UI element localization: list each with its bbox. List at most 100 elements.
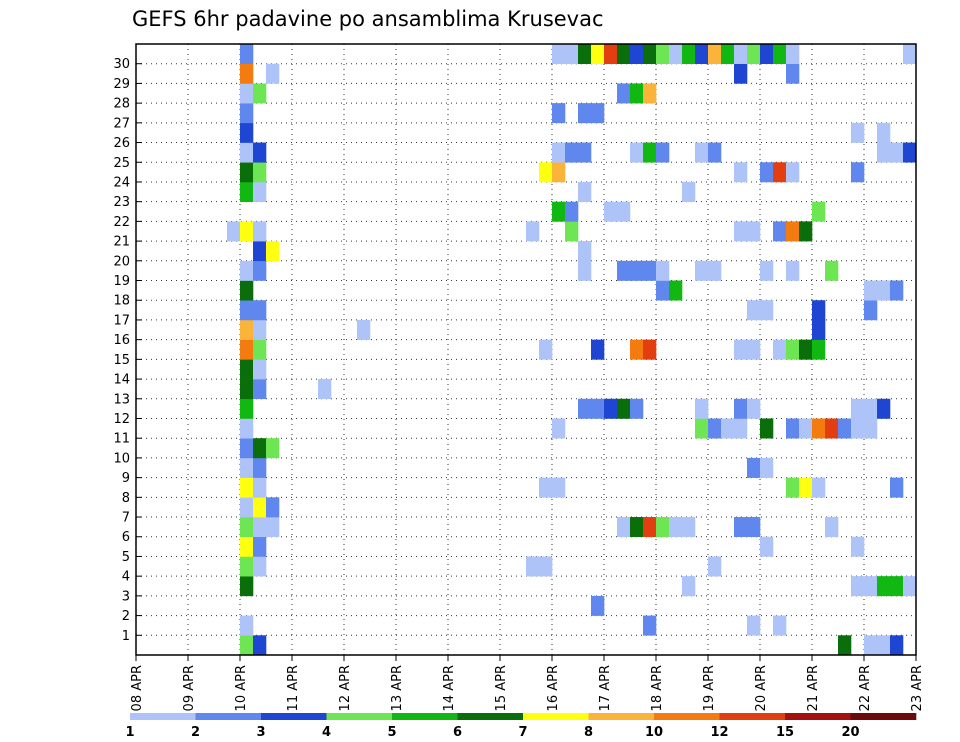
heatmap-cell <box>864 576 878 597</box>
legend-label: 8 <box>584 725 593 740</box>
heatmap-cell <box>890 635 904 656</box>
heatmap-cell <box>240 477 254 498</box>
heatmap-cell <box>240 615 254 636</box>
heatmap-cell <box>565 44 579 65</box>
heatmap-cell <box>747 398 761 419</box>
heatmap-cell <box>240 576 254 597</box>
legend-swatch <box>654 713 720 720</box>
heatmap-cell <box>643 260 657 281</box>
heatmap-cell <box>240 181 254 202</box>
heatmap-cell <box>656 44 670 65</box>
heatmap-cell <box>656 280 670 301</box>
x-tick-label: 18 APR <box>650 665 665 711</box>
heatmap-cell <box>240 260 254 281</box>
heatmap-cell <box>240 44 254 65</box>
heatmap-cell <box>253 339 267 360</box>
heatmap-cell <box>630 398 644 419</box>
y-tick-label: 21 <box>113 235 130 250</box>
x-tick-label: 13 APR <box>390 665 405 711</box>
heatmap-cell <box>656 142 670 163</box>
heatmap-cell <box>708 44 722 65</box>
heatmap-cell <box>747 339 761 360</box>
heatmap-cell <box>617 398 631 419</box>
y-tick-label: 14 <box>113 373 130 388</box>
heatmap-cell <box>591 398 605 419</box>
heatmap-cell <box>747 44 761 65</box>
heatmap-cell <box>669 44 683 65</box>
x-tick-label: 12 APR <box>338 665 353 711</box>
heatmap-cell <box>760 300 774 321</box>
heatmap-cell <box>877 122 891 143</box>
heatmap-cell <box>253 162 267 183</box>
heatmap-cell <box>240 280 254 301</box>
heatmap-cell <box>565 201 579 222</box>
y-tick-label: 13 <box>113 392 130 407</box>
heatmap-cell <box>578 260 592 281</box>
legend-label: 15 <box>776 725 794 740</box>
heatmap-cell <box>253 635 267 656</box>
heatmap-cell <box>240 162 254 183</box>
heatmap-cell <box>552 418 566 439</box>
heatmap-cell <box>539 339 553 360</box>
heatmap-cell <box>812 300 826 321</box>
heatmap-cell <box>838 635 852 656</box>
heatmap-cell <box>578 103 592 124</box>
heatmap-cell <box>240 517 254 538</box>
heatmap-cell <box>760 418 774 439</box>
heatmap-cell <box>786 63 800 84</box>
x-tick-label: 10 APR <box>234 665 249 711</box>
legend-label: 2 <box>191 725 200 740</box>
heatmap-cell <box>877 142 891 163</box>
y-tick-label: 7 <box>122 511 130 526</box>
heatmap-cell <box>747 300 761 321</box>
heatmap-cell <box>812 201 826 222</box>
plot-frame <box>135 43 917 656</box>
heatmap-cell <box>253 300 267 321</box>
y-tick-label: 11 <box>113 432 130 447</box>
heatmap-cell <box>773 44 787 65</box>
heatmap-cell <box>799 418 813 439</box>
heatmap-cell <box>240 635 254 656</box>
heatmap-cell <box>253 457 267 478</box>
y-tick-label: 30 <box>113 57 130 72</box>
heatmap-cell <box>695 398 709 419</box>
y-tick-label: 18 <box>113 294 130 309</box>
heatmap-cell <box>526 221 540 242</box>
heatmap-cell <box>591 44 605 65</box>
y-tick-label: 27 <box>113 116 130 131</box>
x-tick-label: 11 APR <box>286 665 301 711</box>
legend-label: 12 <box>710 725 728 740</box>
heatmap-cell <box>240 379 254 400</box>
legend-swatch <box>523 713 589 720</box>
heatmap-cell <box>838 418 852 439</box>
legend-swatch <box>457 713 524 720</box>
legend-label: 3 <box>256 725 265 740</box>
heatmap-cell <box>864 635 878 656</box>
heatmap-cell <box>734 517 748 538</box>
heatmap-cell <box>851 398 865 419</box>
heatmap-cell <box>708 556 722 577</box>
heatmap-cell <box>669 280 683 301</box>
heatmap-cell <box>253 517 267 538</box>
heatmap-cell <box>760 260 774 281</box>
heatmap-cell <box>578 142 592 163</box>
y-tick-label: 19 <box>113 274 130 289</box>
heatmap-cell <box>539 477 553 498</box>
heatmap-cell <box>747 517 761 538</box>
heatmap-cell <box>864 300 878 321</box>
heatmap-cell <box>604 201 618 222</box>
legend-swatch <box>785 713 851 720</box>
heatmap-cell <box>786 44 800 65</box>
heatmap-cell <box>552 162 566 183</box>
chart-title: GEFS 6hr padavine po ansamblima Krusevac <box>132 7 604 31</box>
heatmap-cell <box>552 103 566 124</box>
heatmap-cell <box>747 221 761 242</box>
heatmap-cell <box>812 319 826 340</box>
heatmap-cell <box>786 260 800 281</box>
heatmap-cell <box>877 398 891 419</box>
heatmap-cell <box>240 418 254 439</box>
y-tick-label: 23 <box>113 195 130 210</box>
heatmap-cell <box>552 44 566 65</box>
legend-swatch <box>261 713 327 720</box>
heatmap-cell <box>851 162 865 183</box>
